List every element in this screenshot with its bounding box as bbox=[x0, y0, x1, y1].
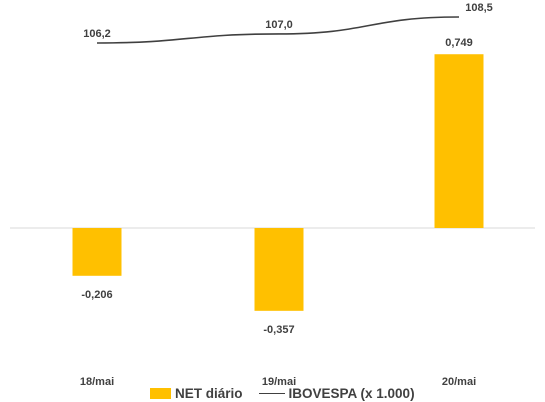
line-data-label: 108,5 bbox=[465, 2, 493, 14]
legend-bar-swatch bbox=[150, 387, 171, 399]
legend-line-swatch bbox=[258, 392, 285, 394]
bar-19/mai bbox=[254, 228, 304, 311]
bar-data-label: 0,749 bbox=[445, 37, 473, 49]
legend-line-label: IBOVESPA (x 1.000) bbox=[288, 385, 415, 401]
bar-series bbox=[72, 54, 484, 311]
legend: NET diário IBOVESPA (x 1.000) bbox=[150, 384, 415, 402]
x-tick-label: 19/mai bbox=[262, 376, 296, 388]
line-data-label: 106,2 bbox=[83, 28, 111, 40]
legend-bar-label: NET diário bbox=[175, 385, 243, 401]
bar-data-label: -0,206 bbox=[81, 289, 112, 301]
x-axis-ticks: 18/mai 19/mai 20/mai bbox=[80, 376, 476, 388]
bar-18/mai bbox=[72, 228, 122, 276]
line-data-label: 107,0 bbox=[265, 19, 293, 31]
legend-item-line: IBOVESPA (x 1.000) bbox=[243, 386, 415, 401]
legend-item-bar: NET diário bbox=[150, 386, 243, 401]
bar-data-label: -0,357 bbox=[263, 324, 294, 336]
ibovespa-line bbox=[96, 16, 460, 44]
x-tick-label: 20/mai bbox=[442, 376, 476, 388]
bar-data-labels: -0,206 -0,357 0,749 bbox=[81, 37, 472, 336]
line-data-labels: 106,2 107,0 108,5 bbox=[83, 2, 493, 40]
x-tick-label: 18/mai bbox=[80, 376, 114, 388]
bar-20/mai bbox=[434, 54, 484, 229]
